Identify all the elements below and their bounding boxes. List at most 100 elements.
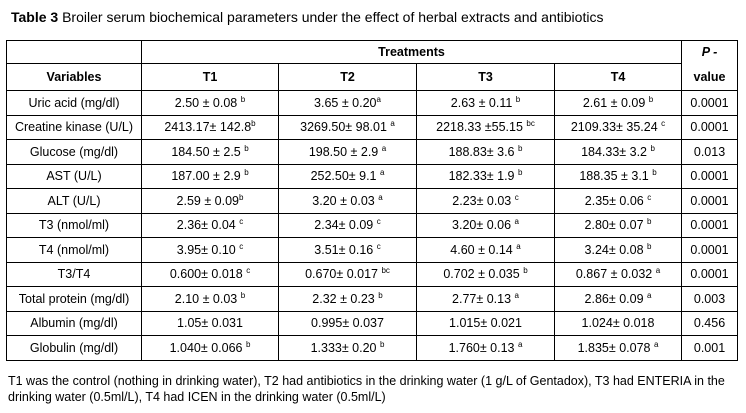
significance-letter: a <box>647 290 652 300</box>
value-cell-t1: 2.59 ± 0.09b <box>141 188 279 214</box>
value-cell-t1: 2.50 ± 0.08 b <box>141 90 279 116</box>
significance-letter: b <box>245 339 251 349</box>
mean-sd-value: 2.59 ± 0.09 <box>176 193 239 208</box>
table-caption: Table 3 Broiler serum biochemical parame… <box>11 9 603 25</box>
pvalue-cell: 0.0001 <box>681 163 739 189</box>
pvalue-cell: 0.0001 <box>681 261 739 287</box>
value-cell-t1: 2.10 ± 0.03 b <box>141 286 279 312</box>
significance-letter: a <box>655 266 661 276</box>
value-cell-t1: 1.040± 0.066 b <box>141 335 279 361</box>
value-cell-t2: 0.995± 0.037 <box>278 310 417 336</box>
mean-sd-value: 0.995± 0.037 <box>311 316 384 331</box>
mean-sd-value: 187.00 ± 2.9 <box>171 169 245 184</box>
mean-sd-value: 252.50± 9.1 <box>310 169 380 184</box>
table-row: T3/T4 0.600± 0.018 c 0.670± 0.017 bc 0.702 … <box>6 261 739 287</box>
significance-letter: a <box>517 339 523 349</box>
significance-letter: a <box>653 339 659 349</box>
variable-cell: Uric acid (mg/dl) <box>6 90 142 116</box>
mean-sd-value: 4.60 ± 0.14 <box>450 242 517 257</box>
mean-sd-value: 1.015± 0.021 <box>449 316 522 331</box>
value-cell-t3: 3.20± 0.06 a <box>416 212 555 238</box>
value-cell-t1: 0.600± 0.018 c <box>141 261 279 287</box>
significance-letter: b <box>523 266 528 276</box>
pvalue-cell: 0.013 <box>681 139 739 165</box>
value-cell-t1: 2.36± 0.04 c <box>141 212 279 238</box>
variable-cell: Total protein (mg/dl) <box>6 286 142 312</box>
mean-sd-value: 0.670± 0.017 <box>305 267 382 282</box>
significance-letter: b <box>515 94 521 104</box>
table-row: Total protein (mg/dl) 2.10 ± 0.03 b 2.32 ±… <box>6 286 739 312</box>
value-cell-t4: 2.35± 0.06 c <box>553 188 683 214</box>
variable-cell: Glucose (mg/dl) <box>6 139 142 165</box>
value-cell-t4: 0.867 ± 0.032 a <box>553 261 683 287</box>
header-treatments: Treatments <box>140 40 683 64</box>
mean-sd-value: 0.600± 0.018 <box>169 267 247 282</box>
header-col-t1: T1 <box>141 63 279 91</box>
mean-sd-value: 3.20 ± 0.03 <box>312 193 379 208</box>
significance-letter: c <box>376 217 381 227</box>
value-cell-t2: 3.20 ± 0.03 a <box>278 188 417 214</box>
significance-letter: a <box>390 119 395 129</box>
mean-sd-value: 2.61 ± 0.09 <box>582 95 649 110</box>
significance-letter: c <box>647 192 652 202</box>
significance-letter: b <box>652 168 657 178</box>
mean-sd-value: 1.024± 0.018 <box>581 316 655 331</box>
mean-sd-value: 2.23± 0.03 <box>452 193 515 208</box>
mean-sd-value: 198.50 ± 2.9 <box>308 144 382 159</box>
mean-sd-value: 3.20± 0.06 <box>452 218 515 233</box>
mean-sd-value: 184.50 ± 2.5 <box>171 144 245 159</box>
mean-sd-value: 184.33± 3.2 <box>581 144 651 159</box>
value-cell-t4: 184.33± 3.2 b <box>553 139 683 165</box>
significance-letter: b <box>240 290 246 300</box>
significance-letter: b <box>378 290 383 300</box>
significance-letter: bc <box>526 119 535 129</box>
significance-letter: b <box>251 119 256 129</box>
significance-letter: b <box>647 217 652 227</box>
value-cell-t2: 252.50± 9.1 a <box>278 163 417 189</box>
header-variables: Variables <box>6 63 142 91</box>
pvalue-cell: 0.0001 <box>681 188 739 214</box>
mean-sd-value: 2.10 ± 0.03 <box>174 291 241 306</box>
mean-sd-value: 2.77± 0.13 <box>452 291 515 306</box>
value-cell-t1: 1.05± 0.031 <box>141 310 279 336</box>
value-cell-t4: 2.80± 0.07 b <box>553 212 683 238</box>
mean-sd-value: 2.63 ± 0.11 <box>450 95 516 110</box>
significance-letter: bc <box>381 266 390 276</box>
pvalue-cell: 0.0001 <box>681 212 739 238</box>
value-cell-t2: 3269.50± 98.01 a <box>278 114 417 140</box>
value-cell-t3: 2.23± 0.03 c <box>416 188 555 214</box>
significance-letter: c <box>661 119 666 129</box>
value-cell-t4: 2.61 ± 0.09 b <box>553 90 683 116</box>
table-row: T3 (nmol/ml) 2.36± 0.04 c 2.34± 0.09 c 3.20… <box>6 212 739 238</box>
pvalue-cell: 0.0001 <box>681 90 739 116</box>
significance-letter: b <box>379 339 385 349</box>
table-row: ALT (U/L) 2.59 ± 0.09b 3.20 ± 0.03 a 2.23± … <box>6 188 739 214</box>
mean-sd-value: 2109.33± 35.24 <box>570 120 662 135</box>
value-cell-t2: 2.34± 0.09 c <box>278 212 417 238</box>
mean-sd-value: 182.33± 1.9 <box>448 169 518 184</box>
variable-cell: T3 (nmol/ml) <box>6 212 142 238</box>
variable-cell: T3/T4 <box>6 261 142 287</box>
mean-sd-value: 2.32 ± 0.23 <box>312 291 379 306</box>
significance-letter: c <box>239 241 244 251</box>
value-cell-t1: 2413.17± 142.8b <box>141 114 279 140</box>
significance-letter: a <box>514 290 519 300</box>
value-cell-t2: 3.65 ± 0.20a <box>278 90 417 116</box>
table-body: Uric acid (mg/dl) 2.50 ± 0.08 b 3.65 ± 0.2… <box>6 90 739 361</box>
mean-sd-value: 2.86± 0.09 <box>584 291 648 306</box>
pvalue-cell: 0.0001 <box>681 237 739 263</box>
mean-sd-value: 2218.33 ±55.15 <box>436 120 527 135</box>
significance-letter: b <box>648 94 654 104</box>
header-row-treatments: Treatments P - <box>6 40 739 64</box>
mean-sd-value: 1.760± 0.13 <box>448 340 518 355</box>
header-pvalue-bottom: value <box>681 63 739 91</box>
mean-sd-value: 0.702 ± 0.035 <box>443 267 524 282</box>
table-row: T4 (nmol/ml) 3.95± 0.10 c 3.51± 0.16 c 4.60… <box>6 237 739 263</box>
mean-sd-value: 188.83± 3.6 <box>448 144 518 159</box>
variable-cell: AST (U/L) <box>6 163 142 189</box>
value-cell-t4: 188.35 ± 3.1 b <box>553 163 683 189</box>
value-cell-t3: 2.63 ± 0.11 b <box>416 90 555 116</box>
table-row: Creatine kinase (U/L) 2413.17± 142.8b 3269… <box>6 114 739 140</box>
table-row: Globulin (mg/dl) 1.040± 0.066 b 1.333± 0.2… <box>6 335 739 361</box>
